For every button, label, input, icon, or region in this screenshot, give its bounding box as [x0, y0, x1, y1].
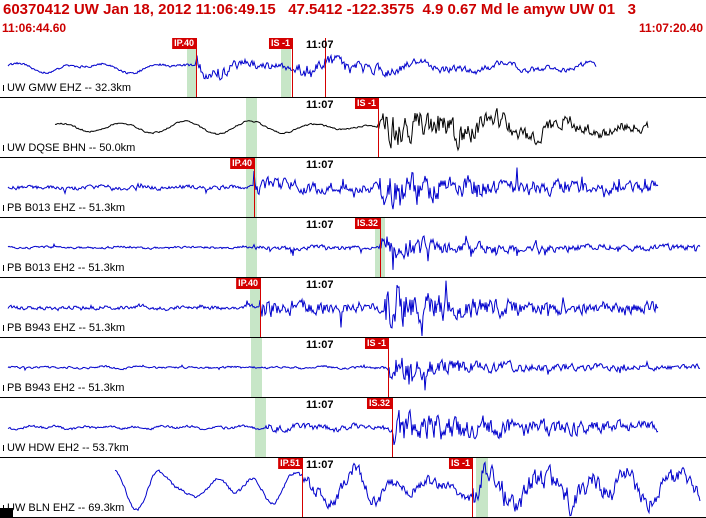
waveform[interactable]	[0, 218, 706, 277]
trace-panel-2: IS -1 11:07 UW DQSE BHN -- 50.0km	[0, 98, 706, 158]
waveform-path	[7, 357, 701, 391]
pick-line	[378, 98, 379, 157]
pick-line	[472, 458, 473, 517]
pick-line	[302, 458, 303, 517]
window-end-time: 11:07:20.40	[638, 21, 703, 35]
pick-line	[254, 158, 255, 217]
station-label: UW HDW EH2 -- 53.7km	[7, 442, 129, 454]
waveform-path	[7, 167, 659, 210]
trace-panel-5: IP.40 11:07 PB B943 EHZ -- 51.3km	[0, 278, 706, 338]
trace-panel-1: IP.40 IS -1 11:07 UW GMW EHZ -- 32.3km	[0, 38, 706, 98]
baseline-tick	[3, 445, 4, 451]
waveform-path	[7, 408, 659, 446]
trace-panel-6: IS -1 11:07 PB B943 EH2 -- 51.3km	[0, 338, 706, 398]
waveform[interactable]	[0, 278, 706, 337]
minute-label: 11:07	[306, 99, 334, 111]
phase-uncertainty-band	[255, 398, 266, 457]
trace-panel-4: IS.32 11:07 PB B013 EH2 -- 51.3km	[0, 218, 706, 278]
trace-panel-3: IP.40 11:07 PB B013 EHZ -- 51.3km	[0, 158, 706, 218]
baseline-tick	[3, 325, 4, 331]
waveform-path	[54, 108, 649, 152]
station-label: PB B943 EHZ -- 51.3km	[7, 322, 125, 334]
waveform-path	[7, 235, 701, 270]
phase-uncertainty-band	[187, 38, 197, 97]
station-label: PB B013 EHZ -- 51.3km	[7, 202, 125, 214]
trace-panel-7: IS.32 11:07 UW HDW EH2 -- 53.7km	[0, 398, 706, 458]
pick-line	[260, 278, 261, 337]
waveform[interactable]	[0, 398, 706, 457]
waveform[interactable]	[0, 158, 706, 217]
phase-uncertainty-band	[281, 38, 291, 97]
pick-flag[interactable]: IS -1	[354, 98, 378, 109]
station-label: PB B013 EH2 -- 51.3km	[7, 262, 125, 274]
pick-flag[interactable]: IS.32	[354, 218, 380, 229]
pick-line	[292, 38, 293, 97]
baseline-tick	[3, 85, 4, 91]
minute-label: 11:07	[306, 39, 334, 51]
corner-widget	[0, 508, 13, 517]
pick-flag[interactable]: IS.32	[366, 398, 392, 409]
baseline-tick	[3, 205, 4, 211]
waveform[interactable]	[0, 338, 706, 397]
station-label: UW GMW EHZ -- 32.3km	[7, 82, 132, 94]
trace-panel-8: IP.51 IS -1 11:07 UW BLN EHZ -- 69.3km	[0, 458, 706, 518]
pick-flag[interactable]: IP.40	[230, 158, 254, 169]
minute-label: 11:07	[306, 159, 334, 171]
minute-label: 11:07	[306, 399, 334, 411]
phase-uncertainty-band	[246, 158, 257, 217]
minute-label: 11:07	[306, 339, 334, 351]
event-header: 60370412 UW Jan 18, 2012 11:06:49.15 47.…	[3, 1, 636, 18]
station-label: PB B943 EH2 -- 51.3km	[7, 382, 125, 394]
pick-flag[interactable]: IS -1	[268, 38, 292, 49]
baseline-tick	[3, 145, 4, 151]
pick-line	[392, 398, 393, 457]
pick-line	[388, 338, 389, 397]
pick-flag[interactable]: IP.51	[278, 458, 302, 469]
station-label: UW DQSE BHN -- 50.0km	[7, 142, 136, 154]
pick-line	[325, 38, 326, 97]
minute-label: 11:07	[306, 279, 334, 291]
phase-uncertainty-band	[476, 458, 488, 517]
waveform-path	[114, 461, 701, 517]
waveform[interactable]	[0, 98, 706, 157]
baseline-tick	[3, 265, 4, 271]
pick-flag[interactable]: IP.40	[172, 38, 196, 49]
pick-line	[196, 38, 197, 97]
minute-label: 11:07	[306, 459, 334, 471]
waveform[interactable]	[0, 38, 706, 97]
waveform-path	[7, 280, 659, 337]
pick-line	[380, 218, 381, 277]
pick-flag[interactable]: IS -1	[448, 458, 472, 469]
station-label: UW BLN EHZ -- 69.3km	[7, 502, 125, 514]
pick-flag[interactable]: IP.40	[236, 278, 260, 289]
waveform[interactable]	[0, 458, 706, 517]
waveform-path	[7, 53, 597, 81]
window-start-time: 11:06:44.60	[2, 21, 67, 35]
phase-uncertainty-band	[246, 98, 257, 157]
pick-flag[interactable]: IS -1	[364, 338, 388, 349]
minute-label: 11:07	[306, 219, 334, 231]
baseline-tick	[3, 385, 4, 391]
